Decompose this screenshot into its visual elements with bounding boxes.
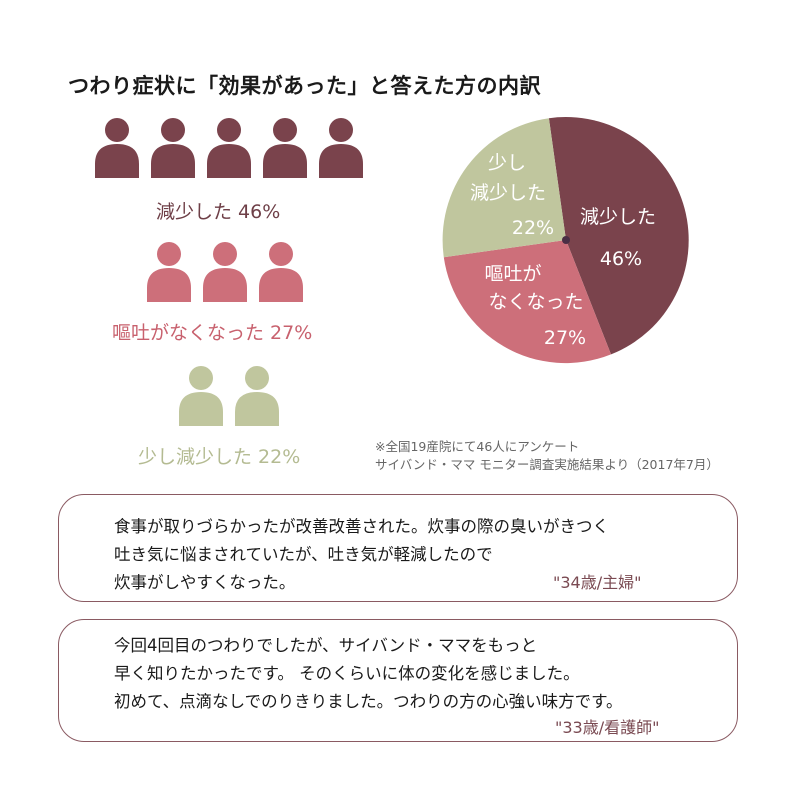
pie-pct-slightly: 22% <box>512 217 554 239</box>
note-line-1: ※全国19産院にて46人にアンケート <box>375 439 580 454</box>
note-line-2: サイバンド・ママ モニター調査実施結果より（2017年7月） <box>375 457 719 472</box>
page-title: つわり症状に「効果があった」と答えた方の内訳 <box>68 74 541 98</box>
label-slightly-decreased: 少し減少した 22% <box>138 446 301 468</box>
pie-label-decreased: 減少した <box>580 206 656 228</box>
survey-note: ※全国19産院にて46人にアンケート サイバンド・ママ モニター調査実施結果より… <box>375 438 719 474</box>
pie-label-novomit-1: 嘔吐が <box>484 263 541 285</box>
person-icon <box>150 116 196 178</box>
person-icon <box>146 240 192 302</box>
testimonial-signature: "34歳/主婦" <box>553 573 642 592</box>
person-icon <box>178 364 224 426</box>
pie-slice-slightly-decreased <box>442 118 566 258</box>
testimonial-line: 今回4回目のつわりでしたが、サイバンド・ママをもっと <box>114 636 538 655</box>
testimonial-line: 早く知りたかったです。 そのくらいに体の変化を感じました。 <box>114 664 580 683</box>
pie-chart: 減少した 46% 少し 減少した 22% 嘔吐が なくなった 27% <box>440 115 694 365</box>
pie-pct-decreased: 46% <box>600 248 642 270</box>
person-icon <box>234 364 280 426</box>
icon-row-slightly-decreased <box>178 364 280 426</box>
pie-label-slightly-2: 減少した <box>470 182 546 204</box>
testimonial-signature: "33歳/看護師" <box>555 718 660 737</box>
person-icon <box>262 116 308 178</box>
person-icon <box>258 240 304 302</box>
person-icon <box>206 116 252 178</box>
pie-pct-novomit: 27% <box>544 327 586 349</box>
label-decreased: 減少した 46% <box>156 201 281 223</box>
pie-slice-no-vomiting <box>443 240 611 364</box>
icon-row-decreased <box>94 116 364 178</box>
testimonial-card-1: 食事が取りづらかったが改善改善された。炊事の際の臭いがきつく 吐き気に悩まされて… <box>58 494 738 602</box>
pie-label-slightly-1: 少し <box>488 152 526 174</box>
testimonial-line: 炊事がしやすくなった。 <box>114 573 296 592</box>
testimonial-line: 初めて、点滴なしでのりきりました。つわりの方の心強い味方です。 <box>114 692 623 711</box>
pie-label-novomit-2: なくなった <box>488 291 583 313</box>
icon-row-no-vomiting <box>146 240 304 302</box>
label-no-vomiting: 嘔吐がなくなった 27% <box>112 322 313 344</box>
person-icon <box>94 116 140 178</box>
person-icon <box>202 240 248 302</box>
testimonial-line: 吐き気に悩まされていたが、吐き気が軽減したので <box>114 545 493 564</box>
testimonial-line: 食事が取りづらかったが改善改善された。炊事の際の臭いがきつく <box>114 517 609 536</box>
person-icon <box>318 116 364 178</box>
testimonial-card-2: 今回4回目のつわりでしたが、サイバンド・ママをもっと 早く知りたかったです。 そ… <box>58 619 738 742</box>
pie-slice-decreased <box>548 117 689 355</box>
